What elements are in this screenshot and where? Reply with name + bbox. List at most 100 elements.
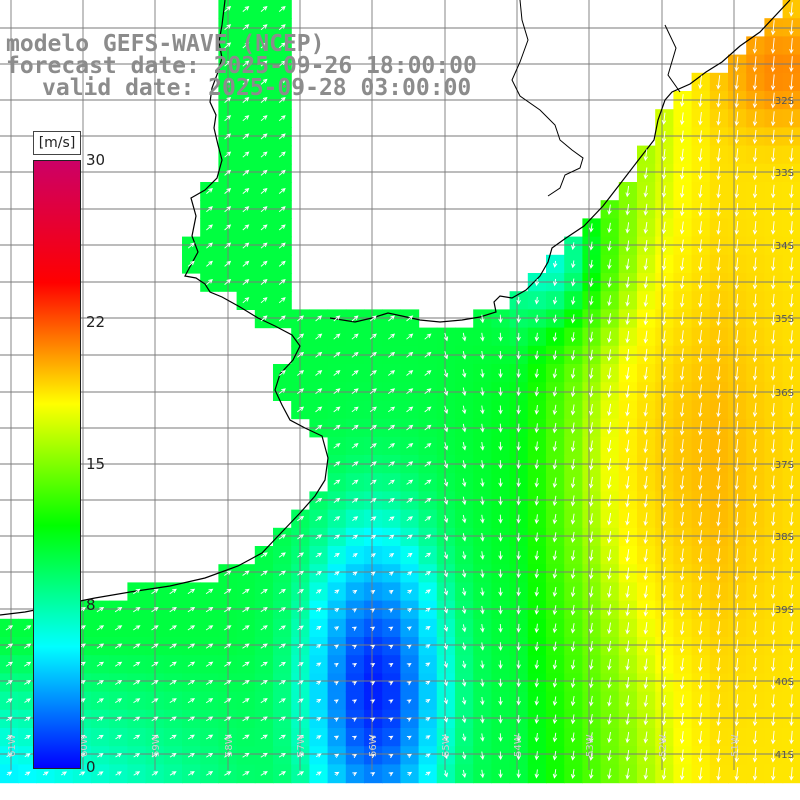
wind-arrow: [625, 349, 630, 362]
wind-arrow: [734, 129, 739, 144]
wind-arrow: [552, 659, 558, 670]
wind-arrow: [242, 151, 250, 158]
wind-arrow: [187, 752, 195, 758]
wind-arrow: [534, 459, 539, 470]
wind-arrow: [661, 439, 667, 454]
wind-arrow: [734, 621, 739, 636]
wind-arrow: [607, 476, 612, 490]
wind-arrow: [770, 166, 776, 181]
wind-arrow: [552, 641, 558, 652]
wind-arrow: [315, 515, 323, 522]
wind-arrow: [407, 753, 412, 759]
wind-arrow: [789, 566, 794, 581]
wind-arrow: [133, 698, 141, 703]
wind-arrow: [625, 439, 630, 453]
wind-arrow: [369, 461, 377, 467]
wind-arrow: [770, 530, 776, 545]
wind-arrow: [679, 185, 685, 198]
wind-arrow: [406, 552, 413, 558]
wind-arrow: [334, 589, 340, 594]
wind-arrow: [661, 658, 667, 672]
wind-arrow: [589, 604, 594, 616]
wind-arrow: [242, 734, 250, 740]
wind-arrow: [424, 388, 432, 395]
wind-arrow: [6, 698, 13, 703]
wind-arrow: [206, 242, 213, 249]
wind-arrow: [625, 385, 630, 399]
lat-lon-grid: [0, 0, 800, 770]
wind-arrow: [388, 608, 394, 613]
wind-arrow: [752, 748, 758, 763]
wind-arrow: [297, 333, 305, 340]
wind-arrow: [643, 548, 648, 563]
wind-arrow: [462, 460, 467, 469]
wind-arrow: [79, 771, 86, 776]
wind-arrow: [789, 2, 794, 17]
wind-arrow: [607, 732, 612, 744]
wind-arrow: [443, 752, 448, 760]
wind-arrow: [789, 111, 794, 127]
wind-arrow: [206, 260, 213, 267]
wind-arrow: [425, 771, 431, 776]
valid-date: valid date: 2025-09-28 03:00:00: [42, 75, 472, 101]
wind-arrow: [679, 420, 685, 436]
wind-arrow: [752, 657, 758, 672]
wind-arrow: [716, 475, 721, 491]
wind-arrow: [97, 753, 104, 758]
wind-arrow: [443, 588, 449, 596]
wind-arrow: [734, 384, 739, 400]
wind-arrow: [552, 296, 558, 305]
wind-arrow: [752, 38, 758, 54]
wind-arrow: [498, 605, 503, 615]
wind-arrow: [224, 698, 232, 704]
wind-arrow: [333, 497, 341, 503]
wind-arrow: [770, 512, 776, 527]
wind-arrow: [698, 511, 703, 527]
wind-arrow: [516, 696, 521, 706]
wind-arrow: [461, 587, 467, 597]
wind-arrow: [789, 475, 794, 490]
colorbar-tick-label: 0: [86, 758, 96, 776]
wind-arrow: [260, 5, 268, 12]
wind-arrow: [625, 294, 630, 307]
wind-arrow: [406, 626, 412, 631]
wind-arrow: [462, 478, 467, 488]
wind-arrow: [205, 716, 214, 722]
longitude-label: 60W: [79, 734, 90, 757]
colorbar-tick-label: 22: [86, 312, 106, 331]
wind-arrow: [698, 366, 703, 381]
wind-arrow: [770, 493, 776, 509]
wind-arrow: [698, 530, 703, 545]
wind-arrow: [480, 350, 485, 360]
wind-arrow: [643, 312, 648, 326]
wind-arrow: [643, 439, 648, 454]
wind-arrow: [643, 240, 648, 253]
wind-arrow: [224, 679, 232, 685]
wind-arrow: [333, 351, 341, 358]
wind-arrow: [388, 662, 394, 668]
wind-arrow: [643, 384, 648, 399]
wind-arrow: [770, 712, 776, 727]
wind-arrow: [516, 369, 521, 379]
wind-arrow: [607, 768, 612, 780]
wind-arrow: [151, 771, 159, 776]
wind-arrow: [443, 551, 449, 560]
wind-arrow: [480, 441, 485, 451]
wind-arrow: [278, 78, 286, 85]
wind-arrow: [297, 734, 304, 740]
wind-arrow: [480, 769, 485, 779]
wind-arrow: [370, 516, 377, 521]
wind-arrow: [388, 333, 396, 340]
wind-arrow: [516, 459, 521, 470]
wind-arrow: [734, 603, 739, 618]
wind-arrow: [698, 239, 703, 254]
wind-arrow: [498, 696, 503, 706]
wind-arrow: [443, 770, 449, 778]
wind-arrow: [789, 384, 794, 399]
wind-arrow: [698, 275, 703, 290]
wind-arrow: [278, 242, 286, 249]
wind-arrow: [752, 384, 758, 399]
wind-arrow: [570, 458, 576, 471]
wind-arrow: [552, 696, 558, 706]
wind-arrow: [534, 732, 539, 743]
